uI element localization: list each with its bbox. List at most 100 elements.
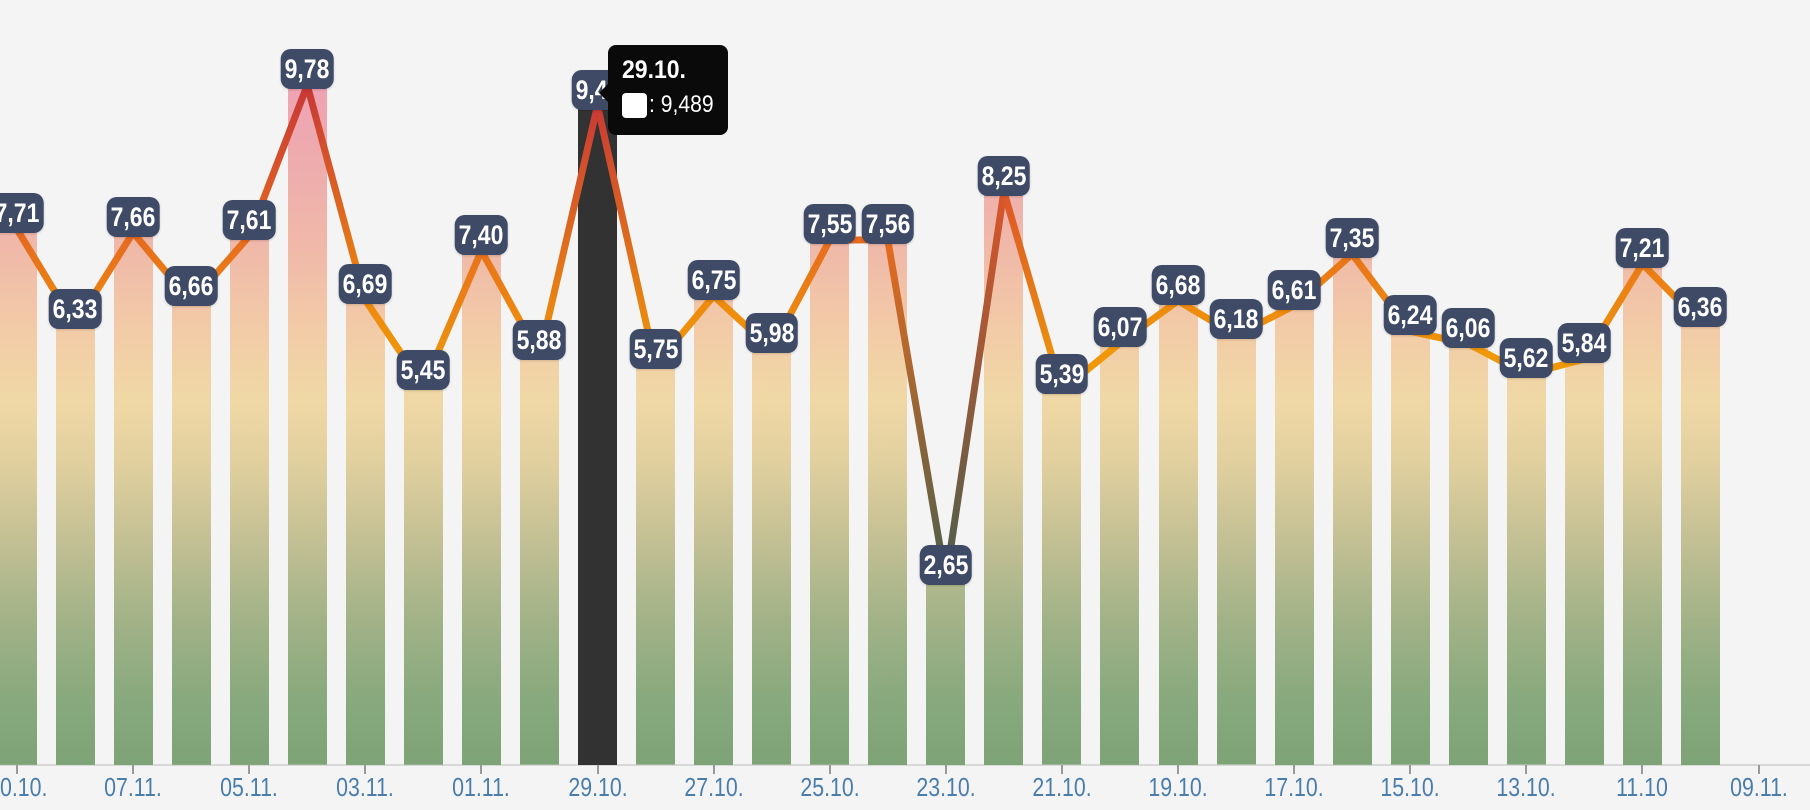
value-badge-label: 5,84 bbox=[1562, 328, 1607, 359]
bar[interactable] bbox=[171, 302, 211, 765]
value-badge: 7,71 bbox=[0, 193, 44, 234]
bar[interactable] bbox=[55, 325, 95, 765]
tooltip-arrow bbox=[599, 83, 609, 103]
value-badge-label: 5,75 bbox=[633, 334, 678, 365]
value-badge-label: 6,24 bbox=[1387, 300, 1433, 331]
x-axis-tick bbox=[712, 765, 715, 774]
bar[interactable] bbox=[403, 386, 443, 765]
x-axis-tick bbox=[132, 765, 135, 774]
value-badge-label: 6,07 bbox=[1097, 312, 1143, 343]
selected-bar[interactable] bbox=[578, 105, 617, 765]
x-axis-label: 05.11. bbox=[220, 772, 279, 802]
x-axis-label: 29.10. bbox=[567, 772, 628, 802]
x-axis-tick bbox=[248, 765, 251, 774]
x-axis-label: 17.10. bbox=[1264, 772, 1324, 802]
x-axis-tick bbox=[1177, 765, 1179, 774]
bar[interactable] bbox=[1158, 300, 1198, 765]
x-axis-label: 13.10. bbox=[1496, 772, 1556, 802]
bar[interactable] bbox=[0, 229, 37, 765]
x-axis-tick bbox=[480, 765, 483, 774]
value-badge: 7,40 bbox=[455, 214, 508, 255]
bar[interactable] bbox=[229, 236, 269, 765]
bar[interactable] bbox=[113, 232, 153, 765]
x-axis-tick bbox=[1409, 765, 1412, 774]
bar[interactable] bbox=[1564, 359, 1604, 765]
x-axis-tick bbox=[828, 765, 831, 774]
value-badge: 6,61 bbox=[1267, 269, 1321, 310]
x-axis-tick bbox=[1293, 765, 1296, 774]
value-badge: 7,21 bbox=[1616, 227, 1669, 268]
bar[interactable] bbox=[519, 356, 559, 765]
value-badge-label: 6,68 bbox=[1155, 269, 1201, 300]
bar[interactable] bbox=[926, 580, 966, 765]
bar[interactable] bbox=[1042, 390, 1082, 765]
x-axis-tick bbox=[1525, 765, 1528, 774]
x-axis-label: 0.10. bbox=[0, 772, 48, 802]
bar[interactable] bbox=[694, 295, 734, 765]
value-badge-label: 5,62 bbox=[1503, 343, 1549, 374]
value-badge: 2,65 bbox=[919, 544, 973, 585]
bar[interactable] bbox=[1622, 263, 1662, 765]
x-axis-label: 07.11. bbox=[104, 772, 162, 802]
value-badge: 6,07 bbox=[1093, 307, 1147, 348]
value-badge-label: 6,36 bbox=[1678, 291, 1723, 322]
value-badge-label: 5,39 bbox=[1039, 359, 1085, 390]
value-badge-label: 5,45 bbox=[401, 355, 446, 386]
bar[interactable] bbox=[287, 85, 327, 765]
value-badge: 6,33 bbox=[48, 289, 102, 330]
value-badge: 6,69 bbox=[339, 264, 392, 305]
value-badge: 7,61 bbox=[222, 200, 276, 241]
tooltip-date: 29.10. bbox=[622, 56, 686, 84]
value-badge: 6,24 bbox=[1383, 295, 1437, 336]
bar[interactable] bbox=[868, 239, 908, 765]
value-badge: 5,88 bbox=[513, 320, 566, 361]
value-badge: 5,39 bbox=[1035, 354, 1089, 395]
value-badge: 5,98 bbox=[745, 313, 798, 354]
value-badge: 6,06 bbox=[1441, 307, 1495, 348]
value-badge: 6,75 bbox=[687, 259, 740, 300]
value-badge-label: 6,61 bbox=[1271, 274, 1317, 305]
x-axis-tick bbox=[1757, 765, 1760, 774]
bar[interactable] bbox=[1216, 335, 1256, 765]
bar[interactable] bbox=[752, 349, 792, 765]
x-axis-label: 09.11. bbox=[1729, 772, 1788, 802]
bar[interactable] bbox=[1274, 305, 1314, 765]
value-badge-label: 7,61 bbox=[226, 205, 272, 236]
bar[interactable] bbox=[1100, 343, 1140, 765]
bar[interactable] bbox=[1390, 331, 1430, 765]
x-axis-line bbox=[0, 764, 1810, 766]
value-badge: 5,62 bbox=[1500, 338, 1553, 379]
x-axis-tick bbox=[364, 765, 367, 774]
value-badge: 8,25 bbox=[977, 155, 1031, 196]
x-axis-label: 27.10. bbox=[683, 772, 744, 802]
x-axis-label: 03.11. bbox=[336, 772, 395, 802]
bar[interactable] bbox=[984, 191, 1024, 765]
x-axis-tick bbox=[944, 765, 947, 774]
bar[interactable] bbox=[1506, 374, 1546, 765]
tooltip: 29.10. : 9,489 bbox=[599, 45, 728, 135]
value-badge-label: 7,71 bbox=[0, 198, 40, 229]
x-axis-label: 23.10. bbox=[916, 772, 976, 802]
bar[interactable] bbox=[461, 250, 501, 765]
value-badge: 6,36 bbox=[1674, 286, 1727, 327]
x-axis-label: 21.10. bbox=[1032, 772, 1092, 802]
value-badge: 5,45 bbox=[397, 350, 450, 391]
bar[interactable] bbox=[1680, 322, 1720, 765]
value-badge: 6,68 bbox=[1151, 264, 1205, 305]
bar[interactable] bbox=[1332, 254, 1372, 765]
tooltip-value: : 9,489 bbox=[649, 91, 714, 118]
x-axis-tick bbox=[596, 765, 599, 774]
bar[interactable] bbox=[636, 365, 676, 765]
value-badge-label: 9,78 bbox=[284, 54, 330, 85]
bar[interactable] bbox=[1448, 343, 1488, 765]
series-color-swatch-icon bbox=[622, 92, 647, 118]
value-badge-label: 7,66 bbox=[110, 201, 156, 232]
bar[interactable] bbox=[345, 300, 385, 765]
value-badge-label: 7,56 bbox=[865, 208, 911, 239]
value-badge-label: 6,69 bbox=[342, 269, 388, 300]
bar[interactable] bbox=[810, 240, 850, 765]
value-badge-label: 6,75 bbox=[691, 264, 736, 295]
value-badge-label: 7,40 bbox=[459, 219, 504, 250]
value-badge-label: 6,06 bbox=[1445, 312, 1491, 343]
